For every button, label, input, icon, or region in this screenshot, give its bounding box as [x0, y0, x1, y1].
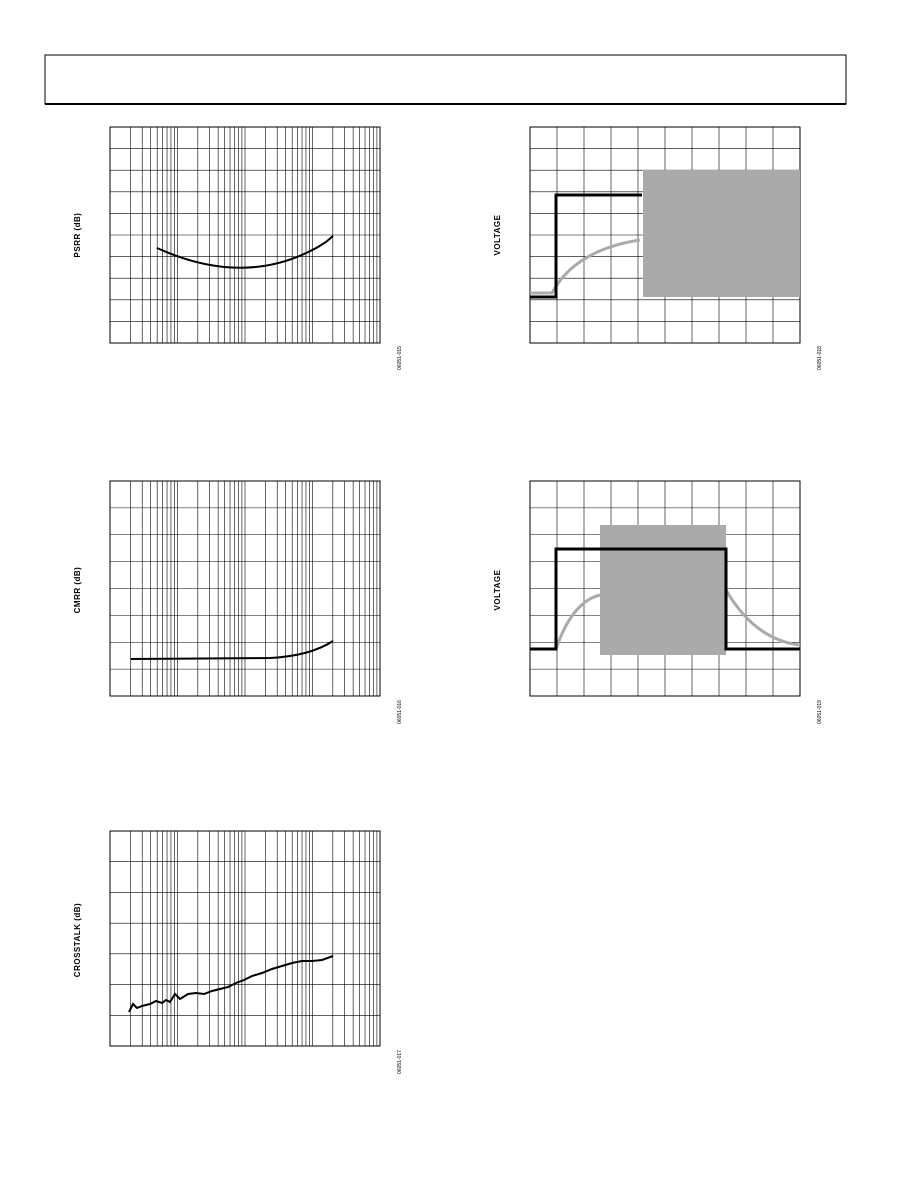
y-axis-label: CMRR (dB) — [73, 567, 82, 614]
header-box — [44, 54, 847, 105]
figure-id: 06051-015 — [397, 346, 403, 370]
step-curve — [530, 193, 642, 299]
psrr-curve — [156, 235, 334, 269]
crosstalk-curve — [128, 955, 334, 1013]
pulse-curve — [530, 547, 800, 651]
noise-band — [600, 525, 726, 655]
y-axis-label: CROSSTALK (dB) — [73, 903, 82, 977]
figure-id: 06051-017 — [397, 1050, 403, 1074]
figure-id: 06051-016 — [397, 700, 403, 724]
figure-id: 06051-019 — [817, 700, 823, 724]
y-axis-label: VOLTAGE — [493, 569, 502, 610]
noise-band — [643, 170, 800, 297]
cmrr-curve — [130, 640, 334, 660]
y-axis-label: PSRR (dB) — [73, 213, 82, 258]
decay-curve — [724, 589, 801, 647]
y-axis-label: VOLTAGE — [493, 214, 502, 255]
response-curve — [530, 238, 641, 295]
response-curve — [554, 593, 601, 650]
figure-id: 06051-018 — [817, 346, 823, 370]
